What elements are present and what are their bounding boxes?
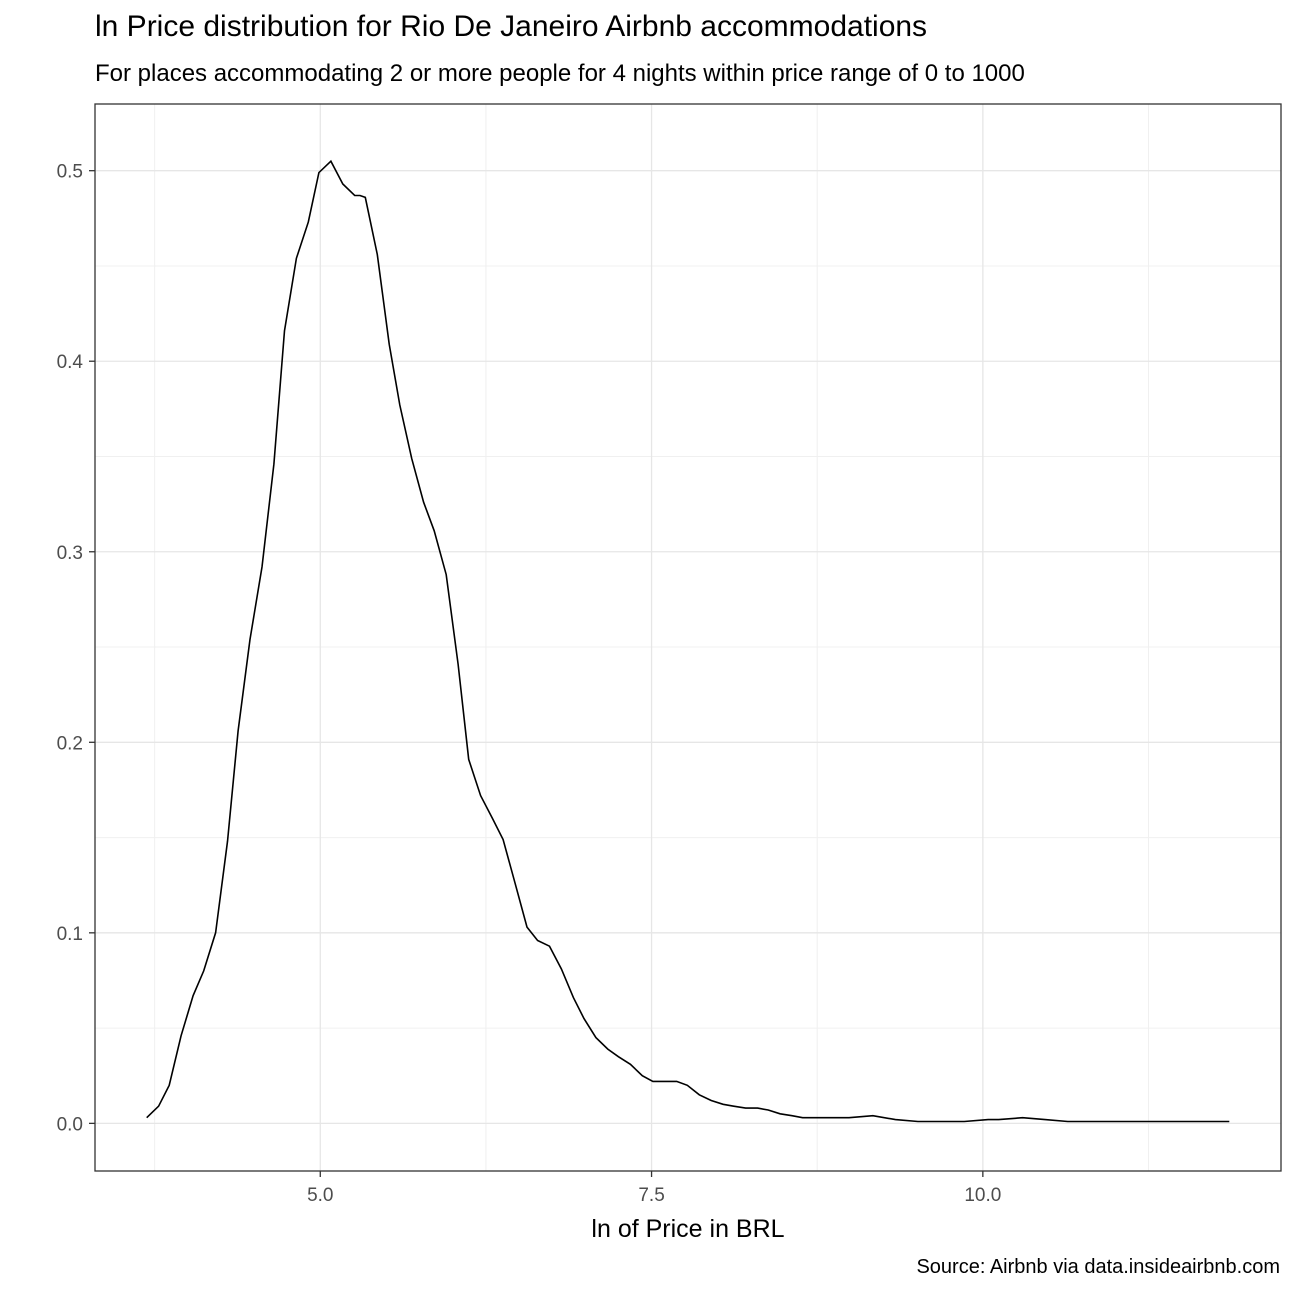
chart-caption: Source: Airbnb via data.insideairbnb.com: [916, 1256, 1280, 1278]
y-tick-label: 0.3: [57, 543, 83, 564]
major-grid: [95, 104, 1281, 1171]
x-tick-label: 5.0: [307, 1185, 333, 1206]
plot-panel-border: [94, 103, 1282, 1172]
y-tick-label: 0.0: [57, 1114, 83, 1135]
y-tick-label: 0.5: [57, 162, 83, 183]
x-tick-label: 7.5: [638, 1185, 664, 1206]
x-tick-label: 10.0: [964, 1185, 1001, 1206]
x-axis-title: ln of Price in BRL: [591, 1215, 784, 1243]
x-axis-ticks: 5.0 7.5 10.0: [307, 1171, 1001, 1206]
y-tick-label: 0.4: [57, 352, 84, 373]
chart-subtitle: For places accommodating 2 or more peopl…: [95, 60, 1025, 87]
chart-title: ln Price distribution for Rio De Janeiro…: [95, 10, 928, 43]
minor-grid: [95, 104, 1281, 1171]
y-tick-label: 0.2: [57, 733, 83, 754]
density-line: [146, 159, 1230, 1123]
y-tick-label: 0.1: [57, 924, 83, 945]
y-axis-ticks: 0.0 0.1 0.2 0.3 0.4 0.5: [57, 162, 95, 1135]
